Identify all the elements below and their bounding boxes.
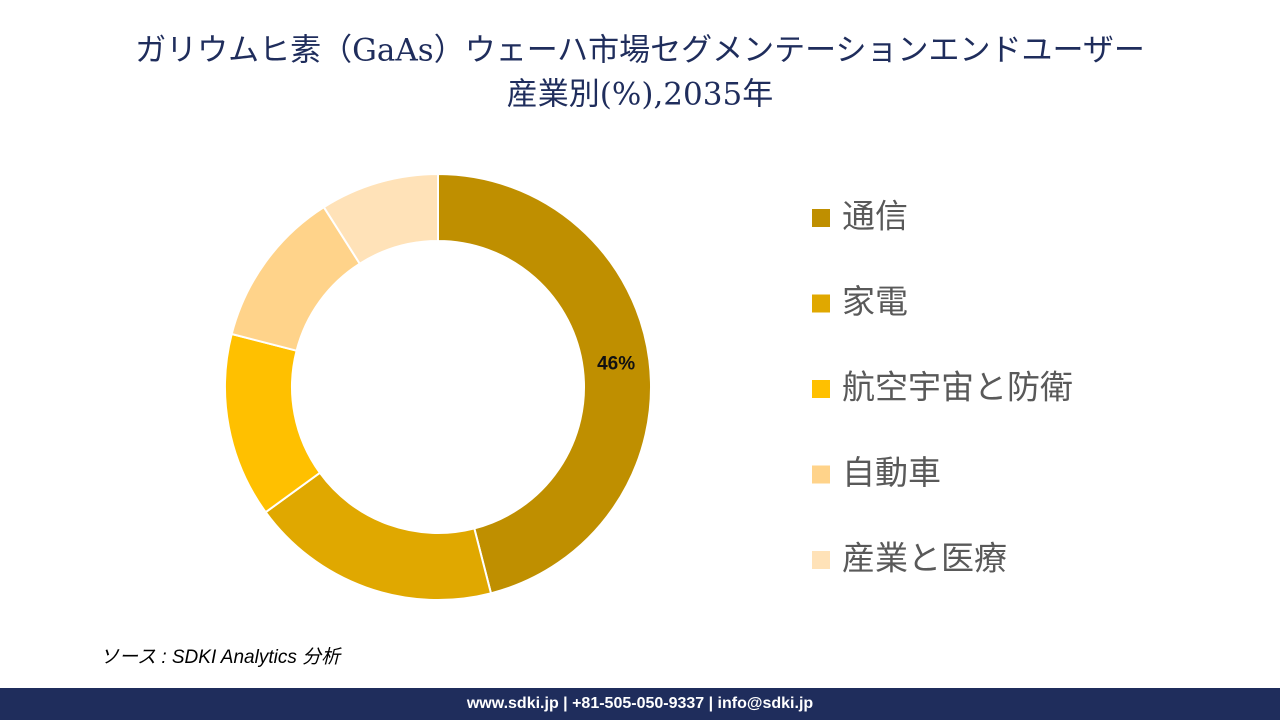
- legend-swatch: [812, 294, 830, 313]
- legend-label: 航空宇宙と防衛: [842, 368, 1073, 407]
- chart-title: ガリウムヒ素（GaAs）ウェーハ市場セグメンテーションエンドユーザー: [135, 33, 1145, 69]
- donut-slice: [437, 172, 652, 595]
- legend-label: 産業と医療: [842, 539, 1007, 578]
- donut-slice: [322, 172, 439, 266]
- footer-bar: [0, 688, 1280, 720]
- donut-slice: [264, 471, 493, 601]
- source: ソース : SDKI Analytics 分析: [100, 647, 342, 668]
- value-label: 46%: [597, 354, 635, 375]
- footer-text: www.sdki.jp | +81-505-050-9337 | info@sd…: [466, 695, 814, 712]
- legend-label: 通信: [842, 197, 908, 236]
- legend-label: 家電: [842, 282, 908, 321]
- legend-label: 自動車: [842, 453, 941, 492]
- chart-title: 産業別(%),2035年: [507, 77, 773, 113]
- legend-swatch: [812, 380, 830, 398]
- legend-swatch: [812, 465, 830, 484]
- legend-swatch: [812, 551, 830, 569]
- legend-swatch: [812, 209, 830, 227]
